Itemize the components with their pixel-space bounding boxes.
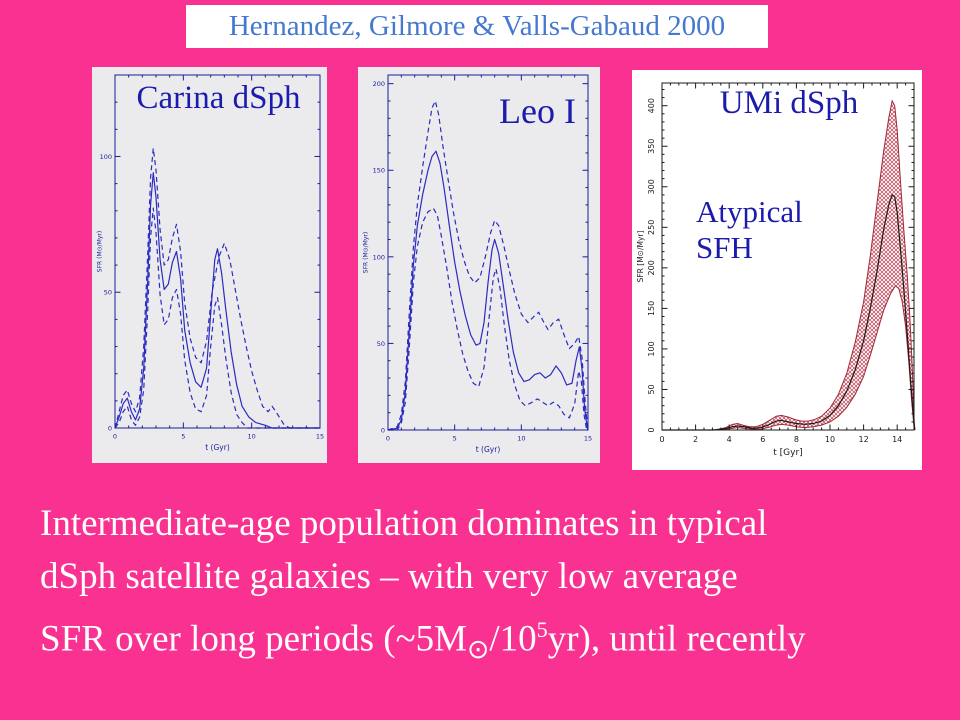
- svg-text:0: 0: [381, 426, 385, 434]
- svg-text:SFR (M⊙/Myr): SFR (M⊙/Myr): [97, 231, 104, 272]
- umi-dsph-plot: UMi dSph Atypical SFH 0 2 4 6 8 10 12 14 0 50 100 1…: [632, 70, 922, 470]
- svg-text:10: 10: [825, 435, 835, 444]
- svg-text:150: 150: [373, 167, 385, 175]
- svg-text:100: 100: [100, 153, 112, 161]
- body-text-line-3: SFR over long periods (~5M⊙/105yr), unti…: [40, 617, 806, 665]
- svg-text:t [Gyr]: t [Gyr]: [773, 448, 802, 458]
- svg-text:50: 50: [377, 340, 385, 348]
- svg-text:200: 200: [373, 80, 385, 88]
- svg-text:150: 150: [647, 301, 656, 316]
- body-text-line-2: dSph satellite galaxies – with very low …: [40, 556, 738, 597]
- svg-text:15: 15: [584, 435, 592, 443]
- carina-dsph-plot: Carina dSph 0 5 10 15 0 50 100 t (Gyr) SFR (M⊙/M…: [92, 67, 327, 463]
- svg-text:2: 2: [693, 435, 698, 444]
- svg-text:5: 5: [181, 433, 185, 441]
- atypical-sfh-annotation: Atypical SFH: [696, 194, 803, 265]
- leo-plot-title: Leo I: [499, 91, 576, 131]
- svg-text:250: 250: [647, 220, 656, 235]
- svg-text:14: 14: [892, 435, 902, 444]
- svg-text:8: 8: [794, 435, 799, 444]
- svg-text:5: 5: [453, 435, 457, 443]
- svg-text:400: 400: [647, 98, 656, 113]
- svg-text:t (Gyr): t (Gyr): [476, 445, 501, 454]
- title-banner: Hernandez, Gilmore & Valls-Gabaud 2000: [186, 5, 768, 48]
- umi-plot-title: UMi dSph: [719, 85, 859, 121]
- svg-text:0: 0: [659, 435, 664, 444]
- leo-i-plot: Leo I 0 5 10 15 0 50 100 150 200 t (Gyr) SFR (M⊙/M…: [358, 67, 600, 463]
- svg-text:SFR (M⊙/Myr): SFR (M⊙/Myr): [363, 232, 370, 273]
- annotation-line-1: Atypical: [696, 194, 803, 229]
- svg-text:50: 50: [647, 384, 656, 394]
- svg-text:200: 200: [647, 260, 656, 275]
- svg-text:100: 100: [373, 253, 385, 261]
- sun-symbol: ⊙: [467, 633, 490, 665]
- svg-text:15: 15: [316, 433, 324, 441]
- svg-text:50: 50: [104, 289, 112, 297]
- body-text-block: Intermediate-age population dominates in…: [40, 497, 935, 676]
- slide-title: Hernandez, Gilmore & Valls-Gabaud 2000: [228, 10, 726, 42]
- svg-text:10: 10: [517, 435, 525, 443]
- svg-text:350: 350: [647, 139, 656, 154]
- svg-text:0: 0: [647, 427, 656, 432]
- svg-text:SFR [M⊙/Myr]: SFR [M⊙/Myr]: [636, 231, 645, 283]
- svg-text:6: 6: [760, 435, 765, 444]
- svg-text:12: 12: [859, 435, 869, 444]
- svg-text:0: 0: [386, 435, 390, 443]
- svg-text:300: 300: [647, 179, 656, 194]
- svg-text:100: 100: [647, 341, 656, 356]
- svg-text:0: 0: [113, 433, 117, 441]
- body-text-line-1: Intermediate-age population dominates in…: [40, 503, 768, 544]
- svg-text:10: 10: [248, 433, 256, 441]
- svg-text:t (Gyr): t (Gyr): [205, 443, 230, 452]
- carina-plot-title: Carina dSph: [136, 80, 301, 116]
- svg-text:0: 0: [108, 424, 112, 432]
- svg-text:4: 4: [727, 435, 732, 444]
- annotation-line-2: SFH: [696, 229, 753, 265]
